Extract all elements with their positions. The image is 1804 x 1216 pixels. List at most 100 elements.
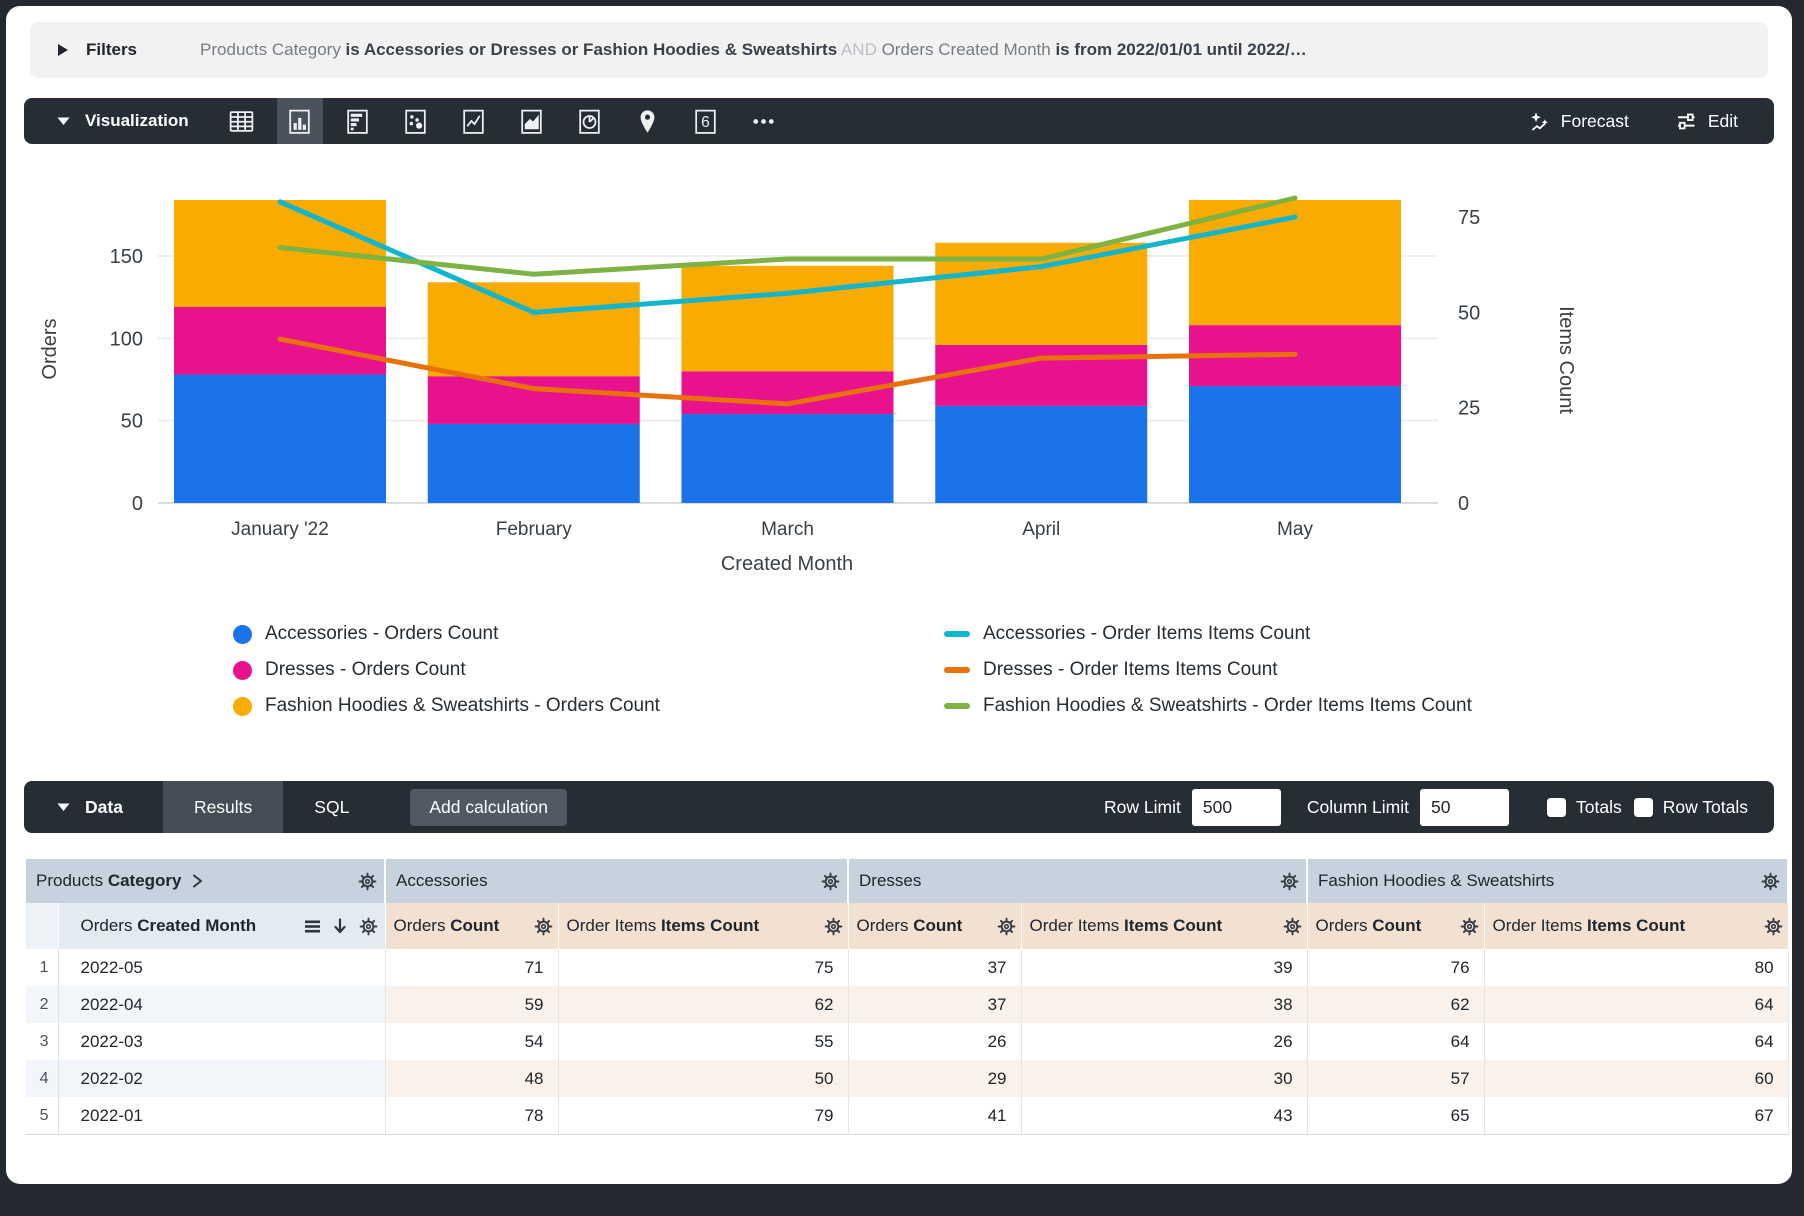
measure-header[interactable]: Orders Count (848, 903, 1022, 949)
combo-chart[interactable]: 0 50 100 150 0 25 50 75 January '22 February March… (6, 144, 1792, 589)
measure-cell[interactable]: 64 (1484, 1023, 1789, 1060)
measure-cell[interactable]: 57 (1307, 1060, 1485, 1097)
filters-bar[interactable]: Filters Products Category is Accessories… (30, 22, 1768, 78)
gear-icon[interactable] (1282, 916, 1303, 937)
measure-cell[interactable]: 29 (848, 1060, 1022, 1097)
viz-type-column-chart-button[interactable] (276, 98, 323, 144)
gear-icon[interactable] (823, 916, 844, 937)
add-calculation-button[interactable]: Add calculation (410, 788, 568, 826)
viz-type-map-button[interactable] (625, 98, 671, 144)
dimension-cell[interactable]: 2022-02 (58, 1060, 386, 1097)
measure-cell[interactable]: 59 (385, 986, 559, 1023)
group-header-pivot-value[interactable]: Fashion Hoodies & Sweatshirts (1307, 859, 1790, 903)
measure-cell[interactable]: 62 (558, 986, 849, 1023)
group-header-dimension[interactable]: Products Category (26, 859, 386, 903)
measure-cell[interactable]: 38 (1021, 986, 1308, 1023)
gear-icon[interactable] (1760, 871, 1781, 892)
measure-cell[interactable]: 50 (558, 1060, 849, 1097)
bar-segment[interactable] (935, 344, 1148, 406)
measure-cell[interactable]: 76 (1307, 949, 1485, 986)
measure-cell[interactable]: 67 (1484, 1097, 1789, 1135)
group-header-pivot-value[interactable]: Dresses (848, 859, 1309, 903)
viz-type-bar-chart-button[interactable] (335, 98, 381, 144)
legend-item[interactable]: Dresses - Orders Count (233, 659, 944, 681)
legend-item[interactable]: Dresses - Order Items Items Count (944, 659, 1472, 681)
measure-cell[interactable]: 39 (1021, 949, 1308, 986)
viz-type-area-chart-button[interactable] (509, 98, 555, 144)
legend-item[interactable]: Fashion Hoodies & Sweatshirts - Orders C… (233, 695, 944, 717)
bar-segment[interactable] (681, 265, 894, 372)
collapse-visualization-icon[interactable] (57, 117, 70, 126)
gear-icon[interactable] (1459, 916, 1480, 937)
measure-cell[interactable]: 26 (1021, 1023, 1308, 1060)
viz-type-more-button[interactable] (741, 98, 787, 144)
measure-cell[interactable]: 62 (1307, 986, 1485, 1023)
gear-icon[interactable] (820, 871, 841, 892)
gear-icon[interactable] (358, 916, 379, 937)
bar-segment[interactable] (1189, 386, 1401, 503)
edit-button[interactable]: Edit (1675, 110, 1738, 132)
sort-desc-arrow-icon[interactable] (331, 917, 349, 935)
measure-cell[interactable]: 78 (385, 1097, 559, 1135)
measure-header[interactable]: Order Items Items Count (1484, 903, 1789, 949)
column-limit-input[interactable] (1420, 788, 1509, 826)
totals-checkbox[interactable] (1547, 797, 1566, 817)
measure-cell[interactable]: 30 (1021, 1060, 1308, 1097)
bar-segment[interactable] (935, 405, 1148, 503)
gear-icon[interactable] (1279, 871, 1300, 892)
viz-type-table-button[interactable] (219, 98, 265, 144)
line-series[interactable] (277, 199, 1298, 315)
group-header-pivot-value[interactable]: Accessories (385, 859, 850, 903)
measure-cell[interactable]: 75 (558, 949, 849, 986)
measure-cell[interactable]: 55 (558, 1023, 849, 1060)
gear-icon[interactable] (996, 916, 1017, 937)
gear-icon[interactable] (1763, 916, 1784, 937)
legend-item[interactable]: Accessories - Order Items Items Count (944, 623, 1472, 645)
viz-type-single-value-button[interactable]: 6 (683, 98, 729, 144)
measure-cell[interactable]: 48 (385, 1060, 559, 1097)
measure-cell[interactable]: 80 (1484, 949, 1789, 986)
measure-header[interactable]: Orders Count (1307, 903, 1485, 949)
bar-segment[interactable] (681, 414, 894, 503)
measure-cell[interactable]: 54 (385, 1023, 559, 1060)
measure-cell[interactable]: 64 (1307, 1023, 1485, 1060)
tab-results[interactable]: Results (162, 781, 284, 833)
bar-segment[interactable] (427, 376, 640, 424)
row-limit-input[interactable] (1191, 788, 1281, 826)
legend-item[interactable]: Accessories - Orders Count (233, 623, 944, 645)
measure-header[interactable]: Order Items Items Count (1021, 903, 1308, 949)
bar-segment[interactable] (427, 423, 640, 503)
bar-segment[interactable] (1189, 199, 1401, 326)
measure-cell[interactable]: 65 (1307, 1097, 1485, 1135)
tab-sql[interactable]: SQL (314, 796, 350, 817)
measure-cell[interactable]: 43 (1021, 1097, 1308, 1135)
expand-filters-icon[interactable] (57, 43, 69, 57)
gear-icon[interactable] (357, 871, 378, 892)
viz-type-pie-chart-button[interactable] (567, 98, 613, 144)
row-totals-checkbox[interactable] (1633, 797, 1653, 817)
dimension-cell[interactable]: 2022-03 (58, 1023, 386, 1060)
dimension-header[interactable]: Orders Created Month (58, 903, 386, 949)
forecast-button[interactable]: Forecast (1528, 110, 1629, 132)
totals-toggle[interactable]: Totals (1547, 797, 1622, 818)
gear-icon[interactable] (533, 916, 554, 937)
legend-item[interactable]: Fashion Hoodies & Sweatshirts - Order It… (944, 695, 1472, 717)
bar-segment[interactable] (174, 374, 386, 503)
collapse-data-icon[interactable] (57, 803, 70, 812)
bar-segment[interactable] (427, 282, 640, 377)
measure-cell[interactable]: 60 (1484, 1060, 1789, 1097)
measure-header[interactable]: Order Items Items Count (558, 903, 849, 949)
measure-header[interactable]: Orders Count (385, 903, 559, 949)
measure-cell[interactable]: 71 (385, 949, 559, 986)
viz-type-line-chart-button[interactable] (451, 98, 497, 144)
measure-cell[interactable]: 26 (848, 1023, 1022, 1060)
dimension-cell[interactable]: 2022-01 (58, 1097, 386, 1135)
measure-cell[interactable]: 79 (558, 1097, 849, 1135)
dimension-cell[interactable]: 2022-05 (58, 949, 386, 986)
measure-cell[interactable]: 41 (848, 1097, 1022, 1135)
row-totals-toggle[interactable]: Row Totals (1633, 797, 1748, 818)
measure-cell[interactable]: 37 (848, 949, 1022, 986)
line-series[interactable] (277, 195, 1298, 277)
measure-cell[interactable]: 37 (848, 986, 1022, 1023)
measure-cell[interactable]: 64 (1484, 986, 1789, 1023)
